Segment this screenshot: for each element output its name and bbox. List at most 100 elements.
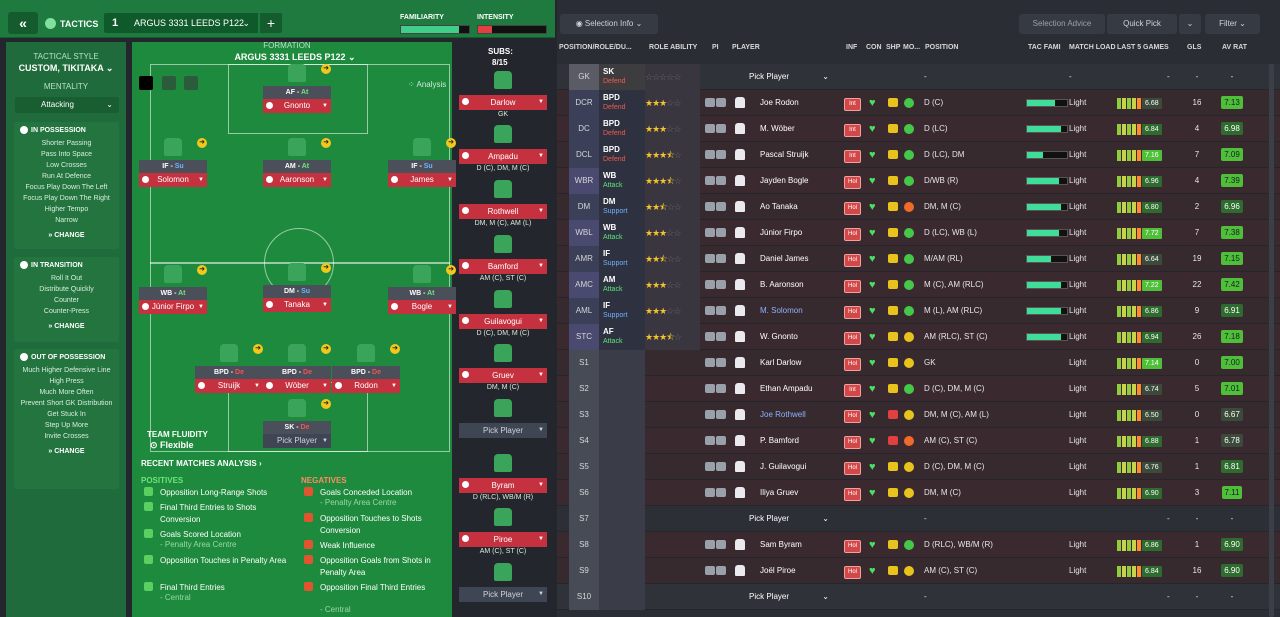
player-role[interactable]: IF - Su: [139, 160, 207, 173]
familiarity-bar[interactable]: [400, 25, 470, 34]
player-name[interactable]: B. Aaronson: [760, 280, 804, 289]
table-row[interactable]: S7 Pick Player ⌄ - - - -: [557, 506, 1280, 532]
column-header[interactable]: POSITION/ROLE/DU...: [559, 44, 632, 51]
player-name[interactable]: Ethan Ampadu: [760, 384, 813, 393]
role-duty-cell[interactable]: [599, 558, 645, 584]
table-row[interactable]: STC AF Attack ★★★⯪☆ W. Gnonto Hol ♥ AM (RLC), S…: [557, 324, 1280, 350]
position-slot[interactable]: S4: [569, 428, 599, 454]
player-role[interactable]: BPD - De: [332, 366, 400, 379]
column-header[interactable]: SHP: [886, 44, 901, 51]
tactic-slot-number[interactable]: 1: [104, 13, 126, 33]
role-duty-cell[interactable]: [599, 350, 645, 376]
player-role[interactable]: IF - Su: [388, 160, 456, 173]
in-transition-change-button[interactable]: » CHANGE: [48, 323, 85, 330]
team-fluidity-value[interactable]: ⊙ Flexible: [150, 440, 194, 450]
sub-slot[interactable]: Piroe ▼ AM (C), ST (C): [459, 532, 547, 555]
position-slot[interactable]: AMC: [569, 272, 599, 298]
role-duty-cell[interactable]: [599, 532, 645, 558]
role-duty-cell[interactable]: DM Support: [599, 194, 645, 220]
table-row[interactable]: DC BPD Defend ★★★☆☆ M. Wöber Int ♥ D (LC) Light 6…: [557, 116, 1280, 142]
sub-slot[interactable]: Rothwell ▼ DM, M (C), AM (L): [459, 204, 547, 227]
sub-player-name[interactable]: Byram ▼: [459, 478, 547, 493]
pitch-player-slot[interactable]: BPD - De Rodon ▼: [332, 366, 400, 393]
player-instructions-icon[interactable]: [705, 428, 729, 454]
position-slot[interactable]: DC: [569, 116, 599, 142]
role-duty-cell[interactable]: AF Attack: [599, 324, 645, 350]
role-duty-cell[interactable]: [599, 584, 645, 610]
sub-player-name[interactable]: Rothwell ▼: [459, 204, 547, 219]
role-duty-cell[interactable]: SK Defend: [599, 64, 645, 90]
table-row[interactable]: S5 J. Guilavogui Hol ♥ D (C), DM, M (C) Light…: [557, 454, 1280, 480]
pitch-player-slot[interactable]: BPD - De Wöber ▼: [263, 366, 331, 393]
position-slot[interactable]: WBL: [569, 220, 599, 246]
player-name[interactable]: Sam Byram: [760, 540, 802, 549]
table-row[interactable]: S2 Ethan Ampadu Int ♥ D (C), DM, M (C) Light 6…: [557, 376, 1280, 402]
sub-slot[interactable]: Byram ▼ D (RLC), WB/M (R): [459, 478, 547, 501]
table-row[interactable]: AMC AM Attack ★★★☆☆ B. Aaronson Hol ♥ M (C), AM…: [557, 272, 1280, 298]
player-name[interactable]: W. Gnonto: [760, 332, 798, 341]
player-name[interactable]: Joe Rodon: [760, 98, 799, 107]
player-instructions-icon[interactable]: [705, 246, 729, 272]
position-slot[interactable]: STC: [569, 324, 599, 350]
pitch-player-slot[interactable]: IF - Su James ▼: [388, 160, 456, 187]
column-header[interactable]: CON: [866, 44, 882, 51]
table-row[interactable]: GK SK Defend ☆☆☆☆☆ Pick Player ⌄ - - - - -: [557, 64, 1280, 90]
pick-player-dropdown[interactable]: Pick Player ⌄: [749, 506, 829, 532]
table-scrollbar[interactable]: [1269, 64, 1274, 617]
column-header[interactable]: GLS: [1187, 44, 1202, 51]
table-row[interactable]: S6 Iliya Gruev Hol ♥ DM, M (C) Light 6.90 3 7.11: [557, 480, 1280, 506]
role-duty-cell[interactable]: [599, 480, 645, 506]
player-instructions-icon[interactable]: [705, 402, 729, 428]
position-slot[interactable]: S10: [569, 584, 599, 610]
player-instructions-icon[interactable]: [705, 480, 729, 506]
table-row[interactable]: S8 Sam Byram Hol ♥ D (RLC), WB/M (R) Light 6.8…: [557, 532, 1280, 558]
formation-dropdown[interactable]: ARGUS 3331 LEEDS P122 ⌄: [234, 52, 356, 62]
list-icon[interactable]: [184, 76, 198, 90]
player-instructions-icon[interactable]: [705, 116, 729, 142]
mentality-dropdown[interactable]: Attacking ⌄: [15, 97, 119, 113]
back-button[interactable]: «: [8, 12, 38, 34]
role-duty-cell[interactable]: [599, 506, 645, 532]
player-instructions-icon[interactable]: [705, 142, 729, 168]
sub-slot[interactable]: Gruev ▼ DM, M (C): [459, 368, 547, 391]
player-name[interactable]: Gnonto ▼: [263, 99, 331, 113]
sub-slot[interactable]: Guilavogui ▼ D (C), DM, M (C): [459, 314, 547, 337]
pick-player-dropdown[interactable]: Pick Player ⌄: [749, 584, 829, 610]
out-of-possession-change-button[interactable]: » CHANGE: [48, 448, 85, 455]
player-instructions-icon[interactable]: [705, 376, 729, 402]
filter-dropdown[interactable]: Filter ⌄: [1205, 14, 1260, 34]
sub-player-name[interactable]: Ampadu ▼: [459, 149, 547, 164]
player-instructions-icon[interactable]: [705, 298, 729, 324]
position-slot[interactable]: AMR: [569, 246, 599, 272]
role-duty-cell[interactable]: [599, 376, 645, 402]
download-icon[interactable]: [139, 76, 153, 90]
in-possession-change-button[interactable]: » CHANGE: [48, 232, 85, 239]
pitch-player-slot[interactable]: AM - At Aaronson ▼: [263, 160, 331, 187]
player-name[interactable]: Iliya Gruev: [760, 488, 799, 497]
position-slot[interactable]: WBR: [569, 168, 599, 194]
pitch-player-slot[interactable]: DM - Su Tanaka ▼: [263, 285, 331, 312]
role-duty-cell[interactable]: BPD Defend: [599, 142, 645, 168]
role-duty-cell[interactable]: IF Support: [599, 246, 645, 272]
player-name[interactable]: Joël Piroe: [760, 566, 796, 575]
player-role[interactable]: SK - De: [263, 421, 331, 434]
pitch-player-slot[interactable]: WB - At Júnior Firpo ▼: [139, 287, 207, 314]
table-row[interactable]: S4 P. Bamford Hol ♥ AM (C), ST (C) Light 6.88 1…: [557, 428, 1280, 454]
position-slot[interactable]: S1: [569, 350, 599, 376]
sub-slot[interactable]: Darlow ▼ GK: [459, 95, 547, 118]
tactic-name-dropdown[interactable]: ARGUS 3331 LEEDS P122 ⌄: [126, 13, 258, 33]
table-row[interactable]: WBR WB Attack ★★★⯪☆ Jayden Bogle Hol ♥ D/WB (R)…: [557, 168, 1280, 194]
sub-player-name[interactable]: Pick Player ▼: [459, 587, 547, 602]
role-duty-cell[interactable]: [599, 454, 645, 480]
bar-chart-icon[interactable]: [162, 76, 176, 90]
table-row[interactable]: WBL WB Attack ★★★☆☆ Júnior Firpo Hol ♥ D (LC), …: [557, 220, 1280, 246]
position-slot[interactable]: GK: [569, 64, 599, 90]
player-instructions-icon[interactable]: [705, 324, 729, 350]
player-instructions-icon[interactable]: [705, 90, 729, 116]
position-slot[interactable]: S8: [569, 532, 599, 558]
table-row[interactable]: DCL BPD Defend ★★★⯪☆ Pascal Struijk Int ♥ D (LC…: [557, 142, 1280, 168]
add-tactic-button[interactable]: +: [260, 13, 282, 33]
player-name[interactable]: Solomon ▼: [139, 173, 207, 187]
position-slot[interactable]: S9: [569, 558, 599, 584]
sub-slot[interactable]: Bamford ▼ AM (C), ST (C): [459, 259, 547, 282]
